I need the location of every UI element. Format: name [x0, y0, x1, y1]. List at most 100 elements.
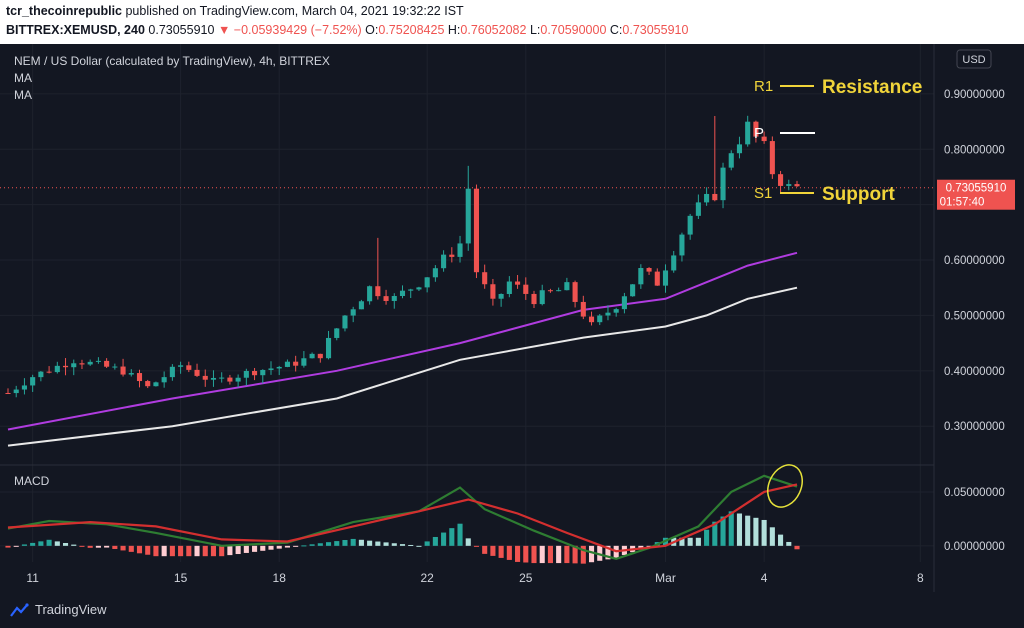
- price-tick-label: 0.80000000: [944, 144, 1005, 156]
- candle-body: [202, 375, 208, 380]
- macd-histogram-bar: [243, 545, 249, 553]
- candle-body: [531, 293, 537, 305]
- macd-histogram-bar: [695, 537, 701, 546]
- time-tick-label: 18: [273, 571, 287, 585]
- macd-histogram-bar: [753, 517, 759, 546]
- macd-legend[interactable]: MACD: [14, 474, 50, 488]
- candle-body: [169, 366, 175, 378]
- candle-body: [30, 377, 36, 386]
- macd-histogram-bar: [761, 519, 767, 546]
- candle-body: [613, 309, 619, 313]
- high-value: 0.76052082: [460, 23, 527, 37]
- macd-histogram-bar: [54, 541, 60, 546]
- candle-body: [465, 188, 471, 244]
- currency-badge[interactable]: [956, 49, 992, 69]
- macd-histogram-bar: [79, 545, 85, 547]
- candle-body: [293, 361, 299, 366]
- macd-histogram-bar: [506, 545, 512, 560]
- macd-histogram-bar: [194, 545, 200, 557]
- macd-histogram-bar: [580, 545, 586, 564]
- macd-histogram-bar: [169, 545, 175, 557]
- ma1-legend[interactable]: MA: [14, 71, 32, 85]
- bar-countdown: 01:57:40: [940, 197, 985, 209]
- macd-histogram-bar: [728, 511, 734, 546]
- candle-body: [243, 370, 249, 378]
- candle-body: [753, 121, 759, 137]
- macd-histogram-bar: [13, 545, 19, 547]
- candle-body: [523, 284, 529, 294]
- macd-histogram-bar: [210, 545, 217, 557]
- chart-canvas[interactable]: R1 Resistance P S1 Support NEM / US Doll…: [0, 44, 1024, 592]
- candle-body: [219, 377, 225, 379]
- ma2-legend[interactable]: MA: [14, 88, 32, 102]
- candle-body: [449, 254, 455, 257]
- macd-tick-label: 0.05000000: [944, 487, 1005, 499]
- pivot-label: P: [754, 125, 764, 142]
- macd-histogram-bar: [605, 545, 611, 560]
- macd-histogram-bar: [572, 545, 578, 564]
- s1-label: S1: [754, 185, 772, 202]
- support-label: Support: [822, 184, 895, 205]
- candle-body: [712, 193, 718, 201]
- candle-body: [54, 365, 60, 373]
- publish-header: tcr_thecoinrepublic published on Trading…: [0, 0, 1024, 44]
- macd-histogram-bar: [46, 539, 52, 546]
- macd-histogram-bar: [62, 543, 69, 546]
- candle-body: [5, 392, 11, 394]
- candle-body: [260, 369, 266, 376]
- macd-histogram-bar: [490, 545, 496, 556]
- candle-body: [301, 358, 307, 366]
- tradingview-logo[interactable]: TradingView: [8, 602, 107, 617]
- macd-histogram-bar: [778, 534, 784, 546]
- candle-body: [112, 366, 118, 368]
- candle-body: [334, 328, 340, 338]
- candle-body: [457, 243, 463, 257]
- macd-histogram-bar: [432, 536, 438, 546]
- candle-body: [268, 368, 274, 370]
- macd-histogram-bar: [588, 545, 595, 563]
- candle-body: [786, 184, 792, 186]
- candle-body: [490, 284, 496, 299]
- macd-histogram-bar: [597, 545, 603, 561]
- candle-body: [38, 371, 44, 378]
- macd-histogram-bar: [556, 545, 562, 564]
- candle-body: [646, 268, 652, 272]
- open-value: 0.75208425: [378, 23, 445, 37]
- candle-body: [769, 141, 775, 175]
- candle-body: [588, 316, 595, 323]
- macd-histogram-bar: [383, 542, 389, 546]
- macd-histogram-bar: [679, 537, 685, 546]
- candle-body: [46, 371, 52, 373]
- candle-body: [662, 270, 669, 286]
- candle-body: [778, 174, 784, 186]
- candle-body: [325, 337, 332, 359]
- low-value: 0.70590000: [540, 23, 607, 37]
- macd-histogram-bar: [465, 538, 471, 546]
- candle-body: [794, 184, 800, 187]
- candle-body: [580, 301, 586, 317]
- candle-body: [284, 361, 290, 367]
- macd-histogram-bar: [227, 545, 233, 556]
- macd-histogram-bar: [745, 515, 751, 546]
- macd-histogram-bar: [687, 537, 693, 546]
- macd-histogram-bar: [153, 545, 159, 557]
- publisher-name[interactable]: tcr_thecoinrepublic: [6, 4, 122, 18]
- macd-histogram-bar: [769, 527, 775, 546]
- macd-line: [7, 474, 798, 560]
- candle-body: [424, 277, 430, 288]
- price-tick-label: 0.40000000: [944, 366, 1005, 378]
- candle-body: [597, 315, 603, 323]
- candle-body: [62, 365, 69, 368]
- time-tick-label: 22: [420, 571, 434, 585]
- candle-body: [13, 389, 19, 394]
- macd-histogram-bar: [794, 545, 800, 550]
- candle-body: [317, 353, 323, 359]
- ma-fast-line: [7, 251, 798, 431]
- time-tick-label: 11: [26, 571, 39, 585]
- candle-body: [482, 272, 488, 285]
- candle-body: [104, 360, 110, 367]
- macd-histogram-bar: [104, 545, 110, 548]
- macd-histogram-bar: [539, 545, 545, 564]
- candle-body: [630, 284, 636, 297]
- candle-body: [375, 286, 381, 297]
